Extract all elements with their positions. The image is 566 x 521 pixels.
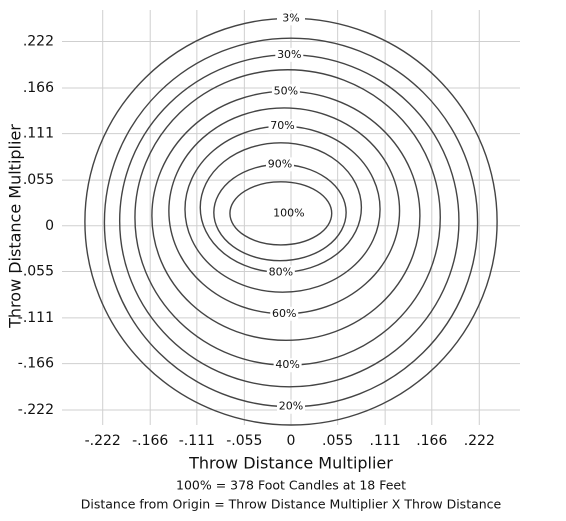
x-tick-label: .222 <box>464 433 495 449</box>
y-tick-label: -.111 <box>18 310 54 326</box>
x-axis-label: Throw Distance Multiplier <box>188 454 393 473</box>
x-tick-label: -.166 <box>132 433 168 449</box>
x-tick-label: .111 <box>370 433 401 449</box>
y-tick-label: .111 <box>23 126 54 142</box>
note: Distance from Origin = Throw Distance Mu… <box>81 497 502 512</box>
note: 100% = 378 Foot Candles at 18 Feet <box>176 478 406 493</box>
contour-line <box>229 181 333 246</box>
label-bg <box>265 157 294 172</box>
label-bg <box>275 47 304 62</box>
label-bg <box>273 358 302 373</box>
contour-label: 60% <box>272 307 296 320</box>
x-tick-label: -.055 <box>226 433 262 449</box>
contour-label: 90% <box>268 157 292 170</box>
label-bg <box>266 265 295 280</box>
label-bg <box>277 11 305 26</box>
contour-label: 30% <box>277 48 301 61</box>
contour-label: 20% <box>279 400 303 413</box>
contour-label: 50% <box>274 84 298 97</box>
contour-label: 100% <box>273 206 304 219</box>
x-tick-label: .166 <box>416 433 447 449</box>
label-bg <box>277 399 305 414</box>
y-tick-label: .055 <box>23 172 54 188</box>
label-bg <box>270 306 299 321</box>
x-tick-label: -.222 <box>85 433 121 449</box>
x-tick-label: -.111 <box>179 433 215 449</box>
y-tick-label: .222 <box>23 34 54 50</box>
contour-line <box>118 54 460 388</box>
x-tick-label: .055 <box>322 433 353 449</box>
y-axis-label: Throw Distance Multiplier <box>6 124 25 329</box>
contour-label: 3% <box>282 11 299 24</box>
x-tick-label: 0 <box>287 433 296 449</box>
y-tick-label: -.222 <box>18 402 54 418</box>
y-tick-label: -.166 <box>18 356 54 372</box>
contour-label: 40% <box>275 358 299 371</box>
y-tick-label: 0 <box>45 218 54 234</box>
y-tick-label: .166 <box>23 80 54 96</box>
contour-label: 70% <box>270 119 294 132</box>
label-bg <box>268 119 297 134</box>
y-tick-label: -.055 <box>18 263 54 279</box>
label-bg <box>271 84 300 99</box>
contour-label: 80% <box>269 265 293 278</box>
